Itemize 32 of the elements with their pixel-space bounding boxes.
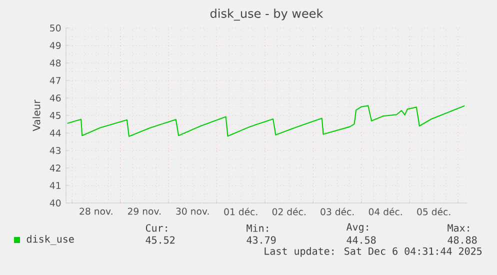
y-tick-label: 44 [50, 130, 61, 136]
y-axis-title: Valeur [32, 100, 40, 132]
chart-title: disk_use - by week [210, 8, 324, 21]
line-series [66, 105, 466, 137]
text: 44.58 [346, 236, 376, 244]
y-tick-label: 41 [50, 182, 60, 189]
x-tick-label: 01 déc. [224, 208, 258, 216]
text: Last update: Sat Dec 6 04:31:44 2025 [264, 247, 482, 257]
y-tick-label: 48 [50, 59, 61, 67]
y-tick-label: 45 [50, 112, 60, 119]
text: Max: [448, 224, 469, 232]
y-tick-label: 47 [50, 77, 60, 84]
x-tick-label: 04 déc. [368, 208, 402, 216]
x-tick-label: 02 déc. [272, 208, 306, 216]
y-tick-label: 42 [50, 164, 60, 172]
x-tick-label: 28 nov. [80, 208, 112, 215]
y-tick-label: 46 [50, 94, 61, 102]
x-tick-label: 30 nov. [176, 208, 209, 215]
y-tick-label: 50 [50, 24, 61, 32]
text: 45.52 [146, 236, 175, 244]
text: Min: [246, 224, 268, 232]
legend-label: disk_use [26, 235, 74, 245]
x-tick-label: 05 déc. [417, 208, 450, 216]
text: 43.79 [246, 236, 276, 244]
x-tick-label: 03 déc. [320, 208, 354, 216]
text: Cur: [146, 224, 167, 232]
x-tick-label: 29 nov. [128, 208, 161, 215]
text: Avg: [346, 223, 368, 233]
y-tick-label: 43 [50, 146, 61, 154]
text: 48.88 [448, 236, 477, 244]
y-tick-label: 49 [50, 42, 61, 50]
y-tick-label: 40 [50, 199, 61, 207]
